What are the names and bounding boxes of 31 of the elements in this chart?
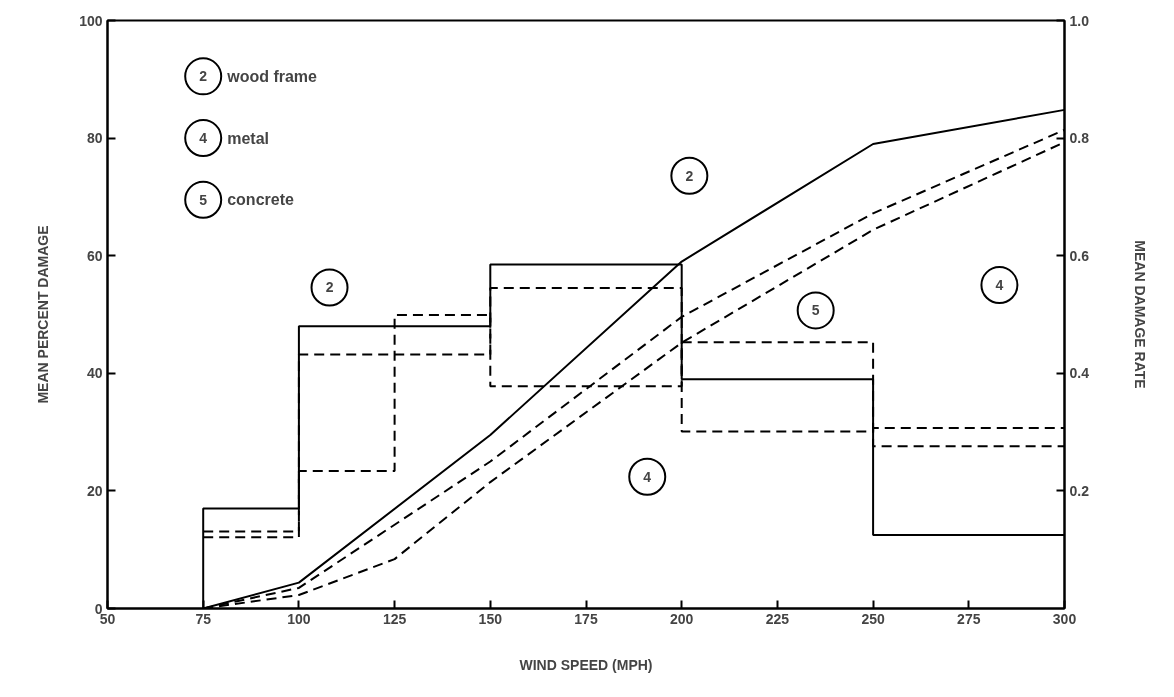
text: 4 metal <box>199 129 269 147</box>
x-tick-label: 275 <box>957 610 981 627</box>
x-tick-label: 225 <box>765 610 790 627</box>
text: 2 wood frame <box>199 67 317 85</box>
x-tick-label: 250 <box>861 610 885 627</box>
x-tick-label: 75 <box>195 610 212 627</box>
y2-tick-label: 1.0 <box>1069 12 1090 29</box>
y-tick-label: 100 <box>79 12 103 29</box>
x-tick-label: 125 <box>382 610 407 627</box>
y-tick-label: 60 <box>86 247 103 264</box>
y2-axis-title: MEAN DAMAGE RATE <box>1131 240 1148 389</box>
y2-tick-label: 0.2 <box>1069 482 1090 499</box>
annotation: 2 <box>685 167 694 184</box>
text: 5 concrete <box>199 191 294 209</box>
y-axis-title: MEAN PERCENT DAMAGE <box>35 225 52 404</box>
x-tick-label: 200 <box>670 610 694 627</box>
x-tick-label: 175 <box>574 610 598 627</box>
annotation: 5 <box>811 302 820 319</box>
y2-tick-label: 0.4 <box>1069 365 1090 382</box>
y-tick-label: 40 <box>86 365 103 382</box>
annotation: 4 <box>995 277 1004 294</box>
x-tick-label: 150 <box>478 610 503 627</box>
y-tick-label: 20 <box>86 482 103 499</box>
y2-tick-label: 0.8 <box>1069 130 1090 147</box>
x-axis-title: WIND SPEED (MPH) <box>519 656 653 673</box>
x-tick-label: 300 <box>1052 610 1077 627</box>
y2-tick-label: 0.6 <box>1069 247 1090 264</box>
x-tick-label: 100 <box>287 610 311 627</box>
annotation: 2 <box>325 279 334 296</box>
y-tick-label: 80 <box>86 130 103 147</box>
annotation: 4 <box>643 468 652 485</box>
